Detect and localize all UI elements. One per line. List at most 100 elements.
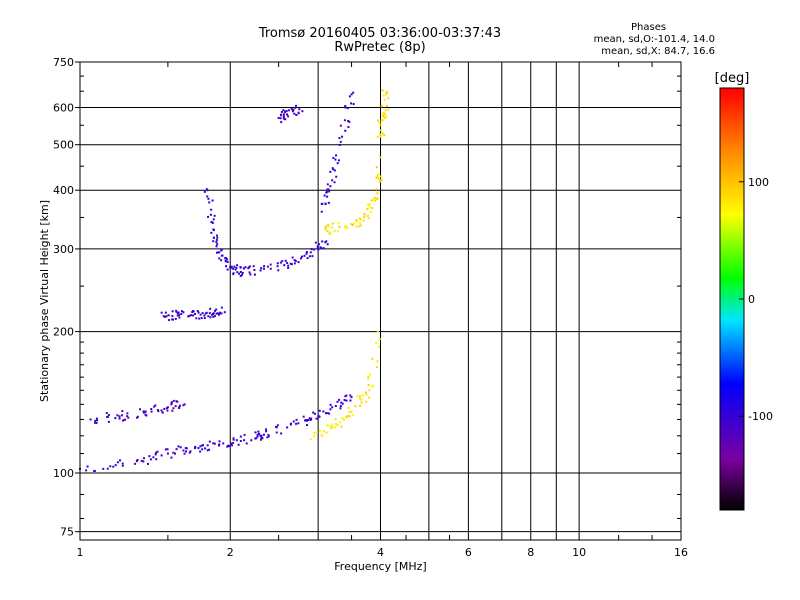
data-point <box>309 418 312 421</box>
data-point <box>285 110 288 113</box>
data-point <box>189 314 192 317</box>
data-point <box>375 197 378 200</box>
data-point <box>332 168 335 171</box>
data-point <box>210 208 213 211</box>
data-point <box>175 448 178 451</box>
data-point <box>247 267 250 270</box>
data-point <box>218 251 221 254</box>
data-point <box>219 311 222 314</box>
data-point <box>300 255 303 258</box>
data-point <box>210 313 213 316</box>
data-point <box>358 225 361 228</box>
data-point <box>134 462 137 465</box>
data-point <box>340 425 343 428</box>
data-point <box>209 213 212 216</box>
data-point <box>155 451 158 454</box>
data-point <box>371 357 374 360</box>
data-point <box>382 115 385 118</box>
data-point <box>385 115 388 118</box>
data-point <box>207 315 210 318</box>
data-point <box>375 166 378 169</box>
data-point <box>295 422 298 425</box>
data-point <box>377 173 380 176</box>
data-point <box>369 206 372 209</box>
data-point <box>220 306 223 309</box>
data-point <box>220 254 223 257</box>
data-point <box>301 110 304 113</box>
x-tick-label: 16 <box>674 546 688 559</box>
data-point <box>373 196 376 199</box>
data-point <box>164 448 167 451</box>
data-point <box>358 395 361 398</box>
data-point <box>232 441 235 444</box>
data-point <box>243 439 246 442</box>
data-point <box>266 436 269 439</box>
data-point <box>289 423 292 426</box>
data-point <box>328 232 331 235</box>
y-tick-label: 500 <box>53 139 74 152</box>
data-point <box>331 179 334 182</box>
data-point <box>170 403 173 406</box>
data-point <box>321 202 324 205</box>
data-point <box>152 456 155 459</box>
x-tick-label: 2 <box>227 546 234 559</box>
data-point <box>114 417 117 420</box>
data-point <box>166 448 169 451</box>
data-point <box>336 400 339 403</box>
data-point <box>259 434 262 437</box>
data-point <box>256 435 259 438</box>
data-point <box>207 215 210 218</box>
data-point <box>361 394 364 397</box>
data-point <box>142 457 145 460</box>
data-point <box>379 133 382 136</box>
data-point <box>215 251 218 254</box>
data-point <box>293 259 296 262</box>
data-point <box>180 310 183 313</box>
data-point <box>164 311 167 314</box>
x-tick-label: 8 <box>527 546 534 559</box>
data-point <box>170 401 173 404</box>
data-point <box>309 438 312 441</box>
data-point <box>329 403 332 406</box>
data-point <box>341 417 344 420</box>
data-point <box>382 94 385 97</box>
data-point <box>188 451 191 454</box>
data-point <box>265 428 268 431</box>
data-point <box>212 442 215 445</box>
data-point <box>293 262 296 265</box>
data-point <box>212 315 215 318</box>
data-point <box>358 397 361 400</box>
data-point <box>365 393 368 396</box>
data-point <box>204 312 207 315</box>
data-point <box>330 425 333 428</box>
data-point <box>352 103 355 106</box>
data-point <box>218 257 221 260</box>
data-point <box>333 230 336 233</box>
data-point <box>378 122 381 125</box>
data-point <box>205 188 208 191</box>
data-point <box>206 449 209 452</box>
data-point <box>382 113 385 116</box>
data-point <box>313 431 316 434</box>
data-point <box>85 469 88 472</box>
data-point <box>254 431 257 434</box>
data-point <box>269 267 272 270</box>
data-point <box>229 266 232 269</box>
data-point <box>168 319 171 322</box>
data-point <box>350 396 353 399</box>
data-point <box>114 464 117 467</box>
data-point <box>326 230 329 233</box>
data-point <box>216 312 219 315</box>
data-point <box>317 415 320 418</box>
data-point <box>379 175 382 178</box>
data-point <box>196 310 199 313</box>
data-point <box>245 442 248 445</box>
data-point <box>335 423 338 426</box>
data-point <box>315 417 318 420</box>
data-point <box>324 203 327 206</box>
data-point <box>149 458 152 461</box>
data-point <box>306 419 309 422</box>
data-point <box>287 264 290 267</box>
data-point <box>226 445 229 448</box>
data-point <box>334 158 337 161</box>
